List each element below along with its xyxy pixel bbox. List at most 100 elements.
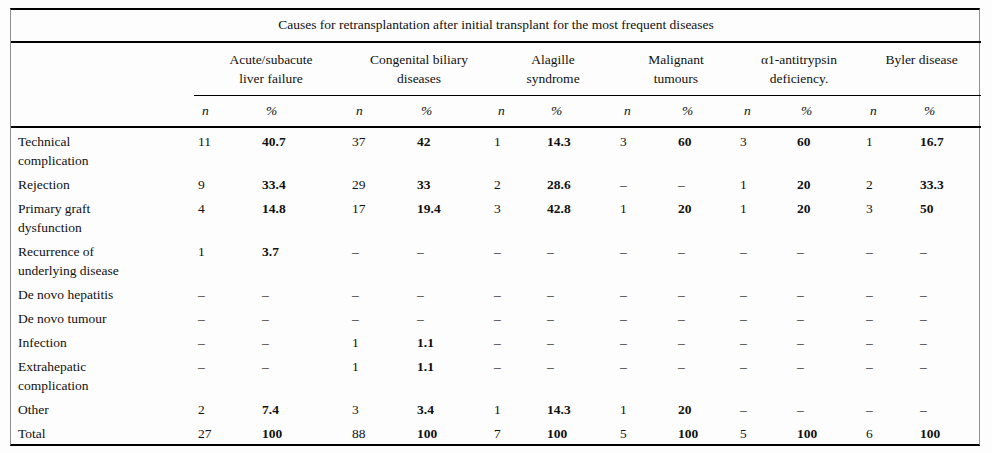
percent-value: – xyxy=(793,305,862,329)
n-value: 3 xyxy=(348,396,413,420)
percent-value: 20 xyxy=(793,195,862,238)
table-row-de-novo-tumour: De novo tumour–––––––––––– xyxy=(11,305,981,329)
row-label: Total xyxy=(11,420,194,444)
n-value: – xyxy=(194,329,258,353)
n-value: – xyxy=(490,353,543,396)
percent-value: – xyxy=(258,305,348,329)
n-value: 11 xyxy=(194,127,258,171)
percent-value: – xyxy=(793,353,862,396)
percent-value: – xyxy=(258,281,348,305)
percent-value: 100 xyxy=(916,420,981,444)
percent-column-header: % xyxy=(674,95,736,127)
percent-value: 40.7 xyxy=(258,127,348,171)
n-value: – xyxy=(736,329,793,353)
percent-value: 14.3 xyxy=(543,127,616,171)
n-value: 1 xyxy=(348,329,413,353)
n-value: – xyxy=(736,353,793,396)
n-value: 2 xyxy=(862,171,916,195)
percent-value: 1.1 xyxy=(413,353,490,396)
percent-value: – xyxy=(793,238,862,281)
group-header-byler-disease: Byler disease xyxy=(862,42,981,95)
percent-value: 3.7 xyxy=(258,238,348,281)
empty-corner-cell xyxy=(11,42,194,95)
percent-value: 42.8 xyxy=(543,195,616,238)
n-value: 1 xyxy=(736,171,793,195)
n-value: 27 xyxy=(194,420,258,444)
n-percent-header-row: n%n%n%n%n%n% xyxy=(11,95,981,127)
n-value: – xyxy=(490,238,543,281)
percent-value: – xyxy=(413,305,490,329)
percent-column-header: % xyxy=(543,95,616,127)
n-value: 9 xyxy=(194,171,258,195)
n-value: – xyxy=(862,329,916,353)
n-value: – xyxy=(348,281,413,305)
n-value: 5 xyxy=(616,420,674,444)
percent-value: – xyxy=(793,396,862,420)
table-row-total: Total27100881007100510051006100 xyxy=(11,420,981,444)
percent-value: 20 xyxy=(674,195,736,238)
n-value: – xyxy=(490,329,543,353)
percent-value: – xyxy=(674,281,736,305)
percent-value: 100 xyxy=(413,420,490,444)
percent-value: 19.4 xyxy=(413,195,490,238)
n-column-header: n xyxy=(194,95,258,127)
percent-value: 50 xyxy=(916,195,981,238)
n-value: 1 xyxy=(862,127,916,171)
percent-value: – xyxy=(916,396,981,420)
n-value: 1 xyxy=(616,195,674,238)
n-value: 3 xyxy=(736,127,793,171)
percent-value: 20 xyxy=(793,171,862,195)
n-value: – xyxy=(736,305,793,329)
percent-value: 33.3 xyxy=(916,171,981,195)
table-row-other: Other27.433.4114.3120–––– xyxy=(11,396,981,420)
percent-value: 1.1 xyxy=(413,329,490,353)
n-value: – xyxy=(616,238,674,281)
percent-value: – xyxy=(258,329,348,353)
n-value: – xyxy=(194,305,258,329)
row-label: Extrahepatic complication xyxy=(11,353,194,396)
percent-value: 33.4 xyxy=(258,171,348,195)
percent-value: 16.7 xyxy=(916,127,981,171)
n-value: – xyxy=(736,281,793,305)
title-row: Causes for retransplantation after initi… xyxy=(11,10,981,42)
percent-value: – xyxy=(543,281,616,305)
table-row-rejection: Rejection933.42933228.6––120233.3 xyxy=(11,171,981,195)
percent-value: – xyxy=(916,329,981,353)
percent-value: – xyxy=(916,281,981,305)
percent-value: – xyxy=(793,281,862,305)
n-value: – xyxy=(194,353,258,396)
percent-value: – xyxy=(543,329,616,353)
group-header-alagille-syndrome: Alagille syndrome xyxy=(490,42,616,95)
n-value: 29 xyxy=(348,171,413,195)
n-column-header: n xyxy=(616,95,674,127)
n-column-header: n xyxy=(736,95,793,127)
table-row-de-novo-hepatitis: De novo hepatitis–––––––––––– xyxy=(11,281,981,305)
disease-group-header-row: Acute/subacute liver failureCongenital b… xyxy=(11,42,981,95)
group-header-acute-subacute-liver-failure: Acute/subacute liver failure xyxy=(194,42,348,95)
percent-value: 60 xyxy=(793,127,862,171)
percent-value: – xyxy=(543,238,616,281)
percent-value: 100 xyxy=(793,420,862,444)
percent-value: – xyxy=(674,238,736,281)
group-header-malignant-tumours: Malignant tumours xyxy=(616,42,736,95)
percent-value: – xyxy=(674,329,736,353)
table-row-primary-graft: Primary graft dysfunction414.81719.4342.… xyxy=(11,195,981,238)
row-label: De novo tumour xyxy=(11,305,194,329)
n-value: – xyxy=(616,171,674,195)
percent-value: 14.8 xyxy=(258,195,348,238)
n-value: – xyxy=(736,396,793,420)
percent-value: – xyxy=(916,305,981,329)
n-value: 17 xyxy=(348,195,413,238)
percent-value: – xyxy=(258,353,348,396)
n-value: – xyxy=(736,238,793,281)
percent-value: 3.4 xyxy=(413,396,490,420)
percent-value: – xyxy=(543,353,616,396)
percent-value: 60 xyxy=(674,127,736,171)
percent-value: – xyxy=(413,238,490,281)
n-value: 6 xyxy=(862,420,916,444)
n-value: – xyxy=(862,238,916,281)
percent-value: – xyxy=(413,281,490,305)
n-value: 4 xyxy=(194,195,258,238)
n-value: – xyxy=(862,396,916,420)
percent-value: 7.4 xyxy=(258,396,348,420)
